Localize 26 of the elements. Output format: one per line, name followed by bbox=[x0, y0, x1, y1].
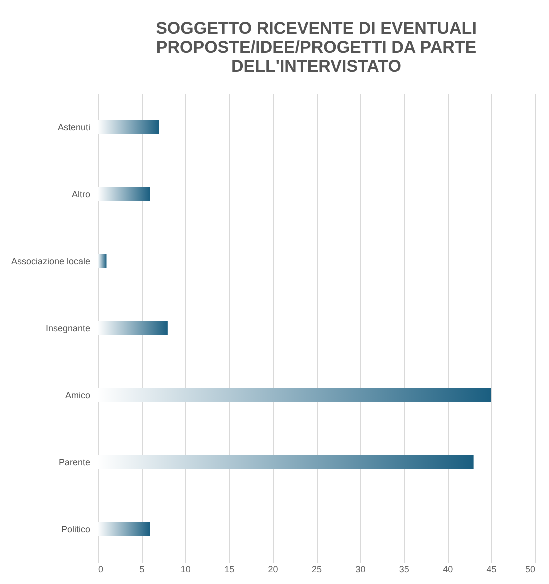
bar bbox=[98, 254, 107, 268]
y-tick-label: Politico bbox=[61, 524, 90, 534]
bar bbox=[98, 322, 168, 336]
bar bbox=[98, 388, 492, 402]
y-tick-label: Insegnante bbox=[46, 324, 90, 334]
x-tick-label: 35 bbox=[399, 564, 410, 574]
y-tick-label: Altro bbox=[72, 190, 90, 200]
bar bbox=[98, 456, 474, 470]
y-tick-label: Amico bbox=[65, 390, 90, 400]
x-tick-label: 45 bbox=[486, 564, 497, 574]
bar bbox=[98, 120, 160, 134]
x-tick-label: 20 bbox=[268, 564, 278, 574]
x-tick-label: 0 bbox=[98, 564, 104, 574]
x-tick-label: 50 bbox=[525, 564, 536, 574]
y-tick-label: Associazione locale bbox=[11, 256, 90, 266]
x-tick-label: 10 bbox=[180, 564, 191, 574]
y-tick-label: Astenuti bbox=[58, 122, 90, 132]
bar bbox=[98, 188, 150, 202]
y-tick-label: Parente bbox=[58, 458, 90, 468]
x-tick-label: 5 bbox=[140, 564, 145, 574]
x-tick-label: 30 bbox=[356, 564, 366, 574]
x-tick-label: 15 bbox=[224, 564, 235, 574]
x-tick-label: 25 bbox=[312, 564, 322, 574]
x-tick-label: 40 bbox=[443, 564, 454, 574]
chart-title: SOGGETTO RICEVENTE DI EVENTUALI PROPOSTE/IDEE/PROGETTI DA PARTE DELL'INTERVISTATO bbox=[156, 19, 477, 76]
bar bbox=[98, 522, 150, 536]
